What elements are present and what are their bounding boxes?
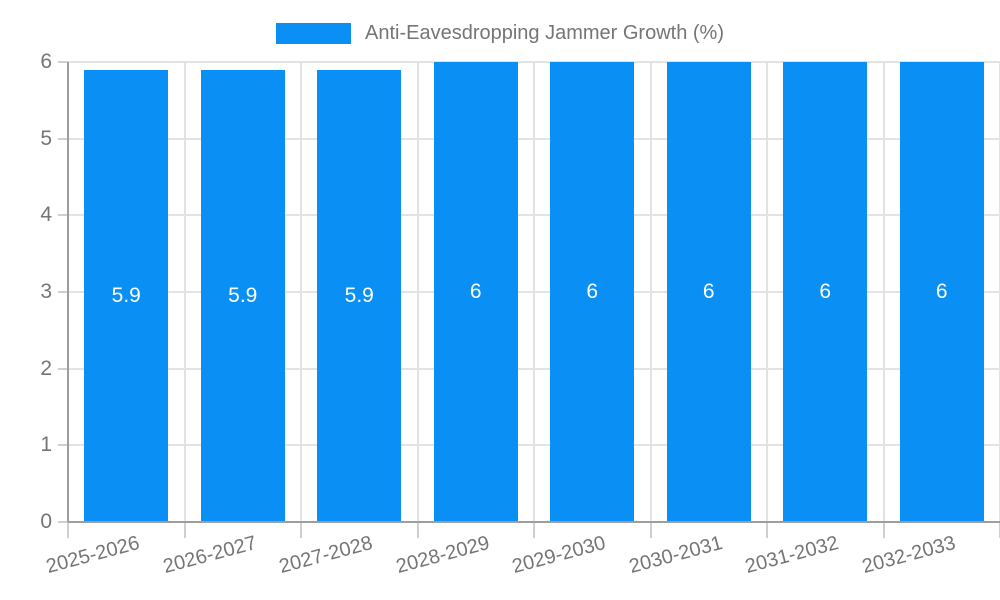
y-tick-label: 0 xyxy=(40,510,52,533)
x-tick-mark xyxy=(67,522,69,538)
v-gridline xyxy=(649,62,652,522)
v-gridline xyxy=(416,62,419,522)
bar: 6 xyxy=(550,62,635,522)
x-tick-label: 2032-2033 xyxy=(859,531,958,578)
v-gridline xyxy=(533,62,535,522)
x-tick-label: 2030-2031 xyxy=(626,531,725,578)
bar: 5.9 xyxy=(317,69,402,522)
x-tick-label: 2029-2030 xyxy=(510,531,609,578)
bar-value-label: 6 xyxy=(702,280,715,303)
x-tick-mark xyxy=(300,522,302,538)
x-tick-mark xyxy=(416,522,419,538)
x-tick-mark xyxy=(183,522,186,538)
y-tick-mark xyxy=(58,521,68,523)
bar: 6 xyxy=(783,62,868,522)
legend-item[interactable]: Anti-Eavesdropping Jammer Growth (%) xyxy=(0,18,1000,48)
bar: 5.9 xyxy=(200,69,285,522)
y-tick-label: 1 xyxy=(40,433,52,457)
x-tick-mark xyxy=(882,522,885,538)
legend-swatch xyxy=(275,22,351,44)
bar-value-label: 6 xyxy=(469,280,482,303)
bar-value-label: 6 xyxy=(819,280,832,303)
y-tick-mark xyxy=(58,444,68,447)
bar-value-label: 6 xyxy=(935,280,948,303)
v-gridline xyxy=(300,62,302,522)
x-tick-label: 2027-2028 xyxy=(277,531,376,578)
v-gridline xyxy=(766,62,768,522)
y-axis-line xyxy=(67,62,69,522)
legend-label: Anti-Eavesdropping Jammer Growth (%) xyxy=(364,21,724,44)
y-tick-mark xyxy=(58,214,68,217)
v-gridline xyxy=(183,62,186,522)
x-axis-line xyxy=(68,521,1000,523)
y-tick-label: 3 xyxy=(40,280,52,303)
x-tick-label: 2028-2029 xyxy=(393,531,492,578)
y-tick-label: 4 xyxy=(40,203,52,227)
bar: 5.9 xyxy=(84,69,169,522)
bar-value-label: 6 xyxy=(586,280,599,303)
x-tick-mark xyxy=(649,522,652,538)
y-tick-label: 2 xyxy=(40,356,52,380)
y-tick-mark xyxy=(58,137,68,140)
y-tick-mark xyxy=(58,61,68,63)
v-gridline xyxy=(882,62,885,522)
bar-value-label: 5.9 xyxy=(111,283,141,307)
x-tick-mark xyxy=(533,522,535,538)
bar-value-label: 5.9 xyxy=(344,283,374,307)
bar: 6 xyxy=(433,62,518,522)
y-tick-label: 6 xyxy=(40,50,52,73)
y-tick-mark xyxy=(58,367,68,370)
x-tick-mark xyxy=(766,522,768,538)
bar: 6 xyxy=(666,62,751,522)
x-tick-label: 2031-2032 xyxy=(743,531,842,578)
x-tick-label: 2025-2026 xyxy=(44,531,143,578)
y-tick-label: 5 xyxy=(40,126,52,150)
x-tick-label: 2026-2027 xyxy=(160,531,259,578)
bar: 6 xyxy=(899,62,984,522)
y-tick-mark xyxy=(58,291,68,293)
bar-value-label: 5.9 xyxy=(228,283,258,307)
